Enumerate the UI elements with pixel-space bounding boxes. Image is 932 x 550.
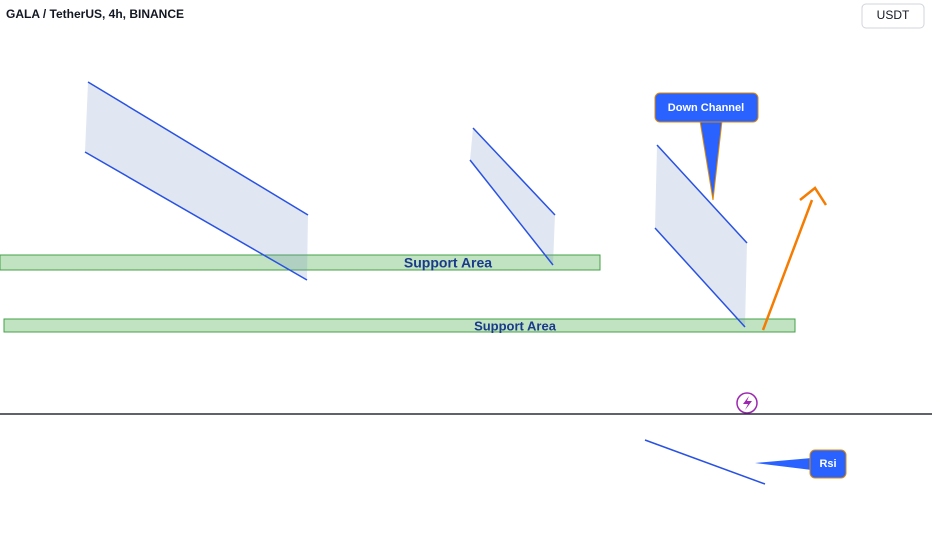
channel-fill [655,145,747,327]
callout-pointer [755,458,812,470]
annotation: Support Area [404,255,492,271]
channel-fill [470,128,555,265]
channel-line [472,127,556,216]
icon [743,396,752,410]
annotation: Down Channel [668,102,744,114]
icon[interactable] [736,392,758,414]
currency-button[interactable] [861,3,925,29]
channel-line [84,151,308,281]
support-zone [0,254,601,271]
channel-line [654,227,746,328]
arrow-head [799,186,828,206]
channel-line [87,81,309,216]
support-zone [3,318,796,333]
arrow [761,199,814,331]
currency: USDT [877,8,910,22]
trend-line [644,439,766,485]
channel-line [469,159,554,266]
annotation: Rsi [819,458,836,470]
callout [809,449,847,479]
channel-fill [85,82,308,280]
channel-line [656,144,748,244]
annotation: Support Area [474,318,557,333]
callout [654,92,759,123]
chart-title: GALA / TetherUS, 4h, BINANCE [6,7,184,21]
